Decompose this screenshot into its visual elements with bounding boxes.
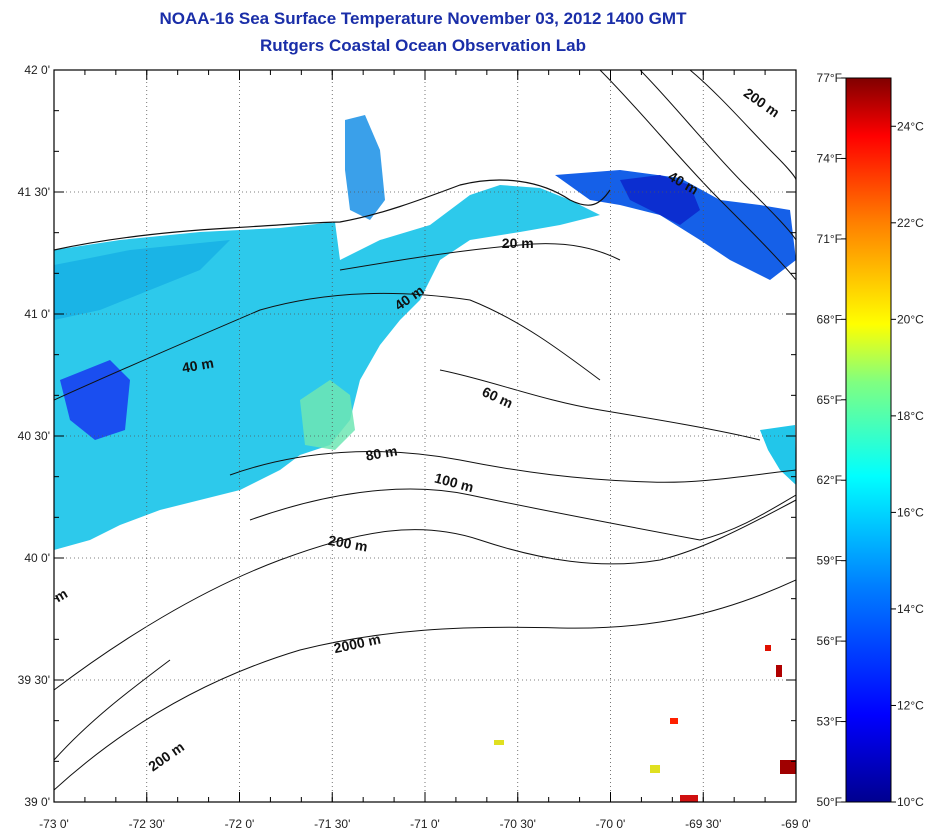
colorbar-f-label: 59°F <box>817 554 842 568</box>
colorbar-f-label: 65°F <box>817 393 842 407</box>
isobath-line <box>689 70 796 181</box>
isobath-line <box>339 243 621 271</box>
isobath-line <box>54 659 171 761</box>
x-tick-label: -73 0' <box>39 817 69 831</box>
contour-label: 200 m <box>327 532 369 555</box>
x-tick-label: -70 30' <box>500 817 536 831</box>
contour-label: 20 m <box>502 235 534 251</box>
y-tick-label: 41 0' <box>24 307 50 321</box>
isobath-line <box>54 292 601 401</box>
sst-warm-pixel <box>776 665 782 677</box>
x-tick-label: -72 30' <box>129 817 165 831</box>
colorbar-c-label: 16°C <box>897 505 924 519</box>
map-subtitle: Rutgers Coastal Ocean Observation Lab <box>260 36 586 55</box>
sst-warm-pixel <box>670 718 678 724</box>
isobath-line <box>639 70 796 241</box>
colorbar-f-label: 53°F <box>817 715 842 729</box>
colorbar-c-label: 12°C <box>897 698 924 712</box>
sst-field-east-shelf <box>760 425 796 485</box>
x-tick-label: -70 0' <box>596 817 626 831</box>
contour-label: 200 m <box>145 738 187 774</box>
colorbar <box>845 77 892 803</box>
map-title: NOAA-16 Sea Surface Temperature November… <box>159 9 687 28</box>
isobath-line <box>54 499 796 691</box>
y-tick-label: 39 0' <box>24 795 50 809</box>
sst-field-buzzards <box>54 240 230 320</box>
contour-label: 100 m <box>433 470 475 496</box>
colorbar-c-label: 24°C <box>897 119 924 133</box>
y-tick-label: 39 30' <box>18 673 50 687</box>
axis-ticks: -73 0' -72 30' -72 0' -71 30' -71 0' -70 30' -… <box>18 63 811 831</box>
isobath-line <box>229 451 796 483</box>
sst-field-warm-patch <box>300 380 355 450</box>
sst-warm-pixel <box>680 795 698 802</box>
x-tick-label: -69 30' <box>685 817 721 831</box>
colorbar-f-label: 77°F <box>817 71 842 85</box>
sst-field-islands <box>345 115 385 220</box>
bathymetry-contours <box>54 70 796 791</box>
colorbar-ticks: 10°C 12°C 14°C 16°C 18°C 20°C 22°C 24°C 50°F 53°F… <box>817 71 925 809</box>
x-tick-label: -71 0' <box>410 817 440 831</box>
isobath-line <box>439 369 761 441</box>
y-tick-label: 41 30' <box>18 185 50 199</box>
contour-label: 80 m <box>364 442 398 463</box>
y-tick-label: 40 0' <box>24 551 50 565</box>
x-tick-label: -72 0' <box>225 817 255 831</box>
sst-warm-pixel <box>780 760 796 774</box>
contour-label: 60 m <box>480 383 516 411</box>
y-tick-label: 42 0' <box>24 63 50 77</box>
colorbar-c-label: 22°C <box>897 216 924 230</box>
contour-label: 2000 m <box>332 631 382 657</box>
colorbar-f-label: 50°F <box>817 795 842 809</box>
colorbar-c-label: 14°C <box>897 602 924 616</box>
sst-field-shelf <box>54 185 600 550</box>
sst-data-layer <box>54 115 796 802</box>
colorbar-f-label: 56°F <box>817 634 842 648</box>
colorbar-f-label: 74°F <box>817 151 842 165</box>
contour-label: 40 m <box>181 355 215 376</box>
coastline <box>54 179 611 251</box>
colorbar-f-label: 62°F <box>817 473 842 487</box>
colorbar-c-label: 10°C <box>897 795 924 809</box>
contour-label: 200 m <box>741 85 783 121</box>
sst-warm-pixel <box>494 740 504 745</box>
sst-field-gulf <box>620 175 700 225</box>
isobath-line <box>249 488 796 541</box>
y-tick-label: 40 30' <box>18 429 50 443</box>
x-tick-label: -71 30' <box>314 817 350 831</box>
sst-warm-pixel <box>765 645 771 651</box>
colorbar-f-label: 68°F <box>817 312 842 326</box>
colorbar-f-label: 71°F <box>817 232 842 246</box>
isobath-line <box>599 70 796 281</box>
sst-field-capecod <box>555 170 796 280</box>
isobath-line <box>54 579 796 791</box>
colorbar-c-label: 18°C <box>897 409 924 423</box>
colorbar-c-label: 20°C <box>897 312 924 326</box>
sst-warm-pixel <box>650 765 660 773</box>
x-tick-label: -69 0' <box>781 817 811 831</box>
sst-field-cool-patch <box>60 360 130 440</box>
